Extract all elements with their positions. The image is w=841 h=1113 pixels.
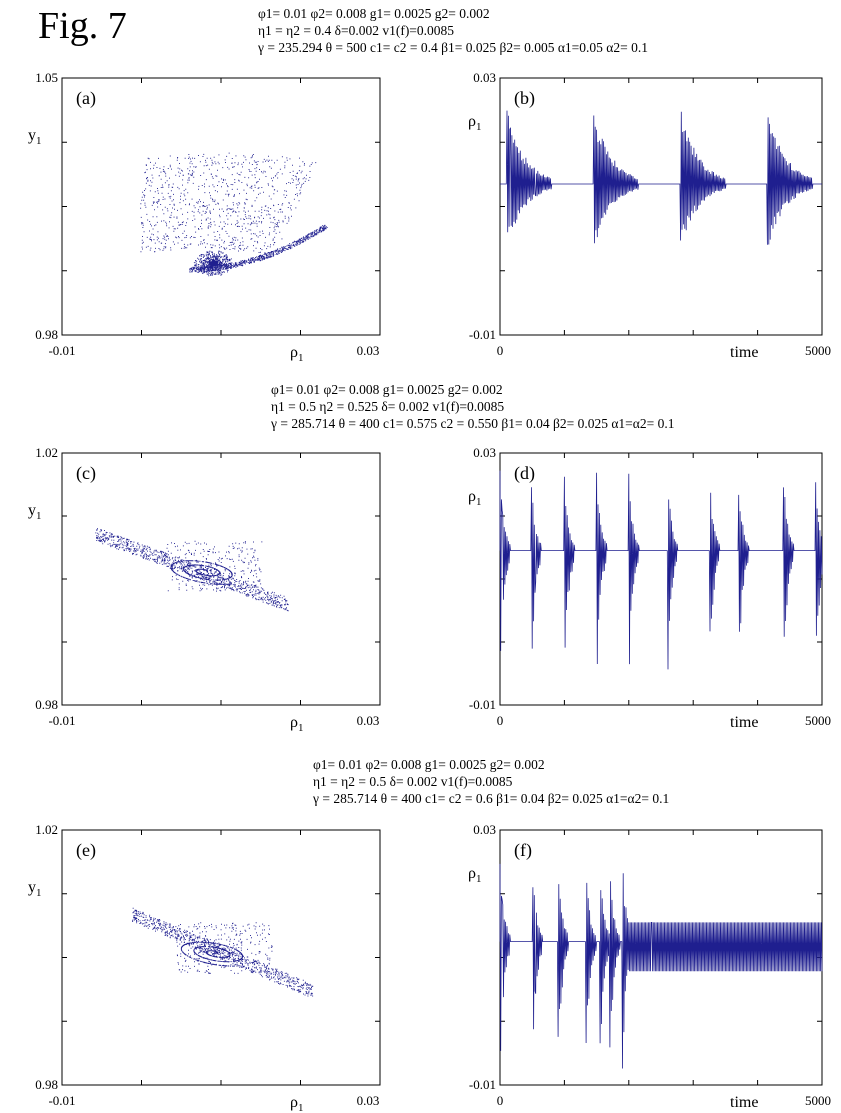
x-tick-label-right: 5000 — [805, 343, 831, 358]
plot-frame — [61, 452, 381, 706]
series-line — [500, 110, 822, 245]
y-tick-label-bottom: -0.01 — [469, 1077, 496, 1092]
y-tick-label-bottom: 0.98 — [35, 1077, 58, 1092]
y-axis-label: ρ1 — [468, 113, 481, 133]
panel-letter: (e) — [76, 840, 96, 861]
x-tick-label-left: 0 — [497, 343, 504, 358]
figure-title: Fig. 7 — [38, 5, 127, 47]
x-axis-label: ρ1 — [290, 714, 303, 734]
x-tick-label-left: -0.01 — [48, 343, 75, 358]
y-tick-label-top: 0.03 — [473, 70, 496, 85]
y-tick-label-top: 0.03 — [473, 822, 496, 837]
params-line: φ1= 0.01 φ2= 0.008 g1= 0.0025 g2= 0.002 — [258, 6, 490, 21]
panel-e: (e) — [61, 829, 381, 1086]
x-tick-label-right: 0.03 — [357, 713, 380, 728]
parameter-block-top: φ1= 0.01 φ2= 0.008 g1= 0.0025 g2= 0.002 … — [258, 5, 648, 56]
x-tick-label-right: 0.03 — [357, 1093, 380, 1108]
parameter-block-bottom: φ1= 0.01 φ2= 0.008 g1= 0.0025 g2= 0.002 … — [313, 756, 669, 807]
params-line: γ = 285.714 θ = 400 c1= 0.575 c2 = 0.550… — [271, 416, 675, 431]
plot-frame — [499, 77, 823, 336]
panel-c: (c) — [61, 452, 381, 706]
panel-letter: (d) — [514, 463, 535, 484]
x-tick-label-right: 0.03 — [357, 343, 380, 358]
y-axis-label: ρ1 — [468, 865, 481, 885]
panel-d: (d) time — [499, 452, 823, 731]
y-tick-label-top: 1.02 — [35, 822, 58, 837]
y-axis-label: y1 — [28, 879, 42, 899]
x-tick-label-left: -0.01 — [48, 713, 75, 728]
params-line: φ1= 0.01 φ2= 0.008 g1= 0.0025 g2= 0.002 — [271, 382, 503, 397]
y-tick-label-top: 0.03 — [473, 445, 496, 460]
panel-b: (b) time — [499, 77, 823, 361]
y-tick-label-bottom: -0.01 — [469, 327, 496, 342]
y-tick-label-bottom: -0.01 — [469, 697, 496, 712]
plot-frame — [499, 452, 823, 706]
x-tick-label-left: 0 — [497, 713, 504, 728]
params-line: γ = 235.294 θ = 500 c1= c2 = 0.4 β1= 0.0… — [258, 40, 648, 55]
x-axis-label: ρ1 — [290, 344, 303, 364]
params-line: γ = 285.714 θ = 400 c1= c2 = 0.6 β1= 0.0… — [313, 791, 670, 806]
y-tick-label-bottom: 0.98 — [35, 327, 58, 342]
x-axis-label: time — [730, 1094, 758, 1111]
x-tick-label-right: 5000 — [805, 1093, 831, 1108]
panel-letter: (b) — [514, 88, 535, 109]
y-tick-label-bottom: 0.98 — [35, 697, 58, 712]
params-line: η1 = η2 = 0.4 δ=0.002 v1(f)=0.0085 — [258, 23, 455, 38]
panel-letter: (a) — [76, 88, 96, 109]
params-line: η1 = η2 = 0.5 δ= 0.002 v1(f)=0.0085 — [313, 774, 513, 789]
panel-a: (a) — [61, 77, 381, 336]
y-tick-label-top: 1.02 — [35, 445, 58, 460]
x-axis-label: ρ1 — [290, 1094, 303, 1113]
series-line — [499, 470, 823, 670]
x-axis-label: time — [730, 714, 758, 731]
series-line — [499, 863, 823, 1069]
attractor-points — [140, 152, 328, 277]
attractor-points — [132, 907, 314, 997]
y-axis-label: y1 — [28, 502, 42, 522]
x-tick-label-right: 5000 — [805, 713, 831, 728]
panel-letter: (c) — [76, 463, 96, 484]
x-tick-label-left: 0 — [497, 1093, 504, 1108]
panel-letter: (f) — [514, 840, 532, 861]
attractor-points — [95, 528, 289, 612]
panel-f: (f) time — [499, 829, 823, 1111]
params-line: φ1= 0.01 φ2= 0.008 g1= 0.0025 g2= 0.002 — [313, 757, 545, 772]
parameter-block-middle: φ1= 0.01 φ2= 0.008 g1= 0.0025 g2= 0.002 … — [271, 381, 674, 432]
y-axis-label: y1 — [28, 127, 42, 147]
plot-frame — [61, 77, 381, 336]
y-axis-label: ρ1 — [468, 488, 481, 508]
x-axis-label: time — [730, 344, 758, 361]
params-line: η1 = 0.5 η2 = 0.525 δ= 0.002 v1(f)=0.008… — [271, 399, 505, 414]
y-tick-label-top: 1.05 — [35, 70, 58, 85]
x-tick-label-left: -0.01 — [48, 1093, 75, 1108]
